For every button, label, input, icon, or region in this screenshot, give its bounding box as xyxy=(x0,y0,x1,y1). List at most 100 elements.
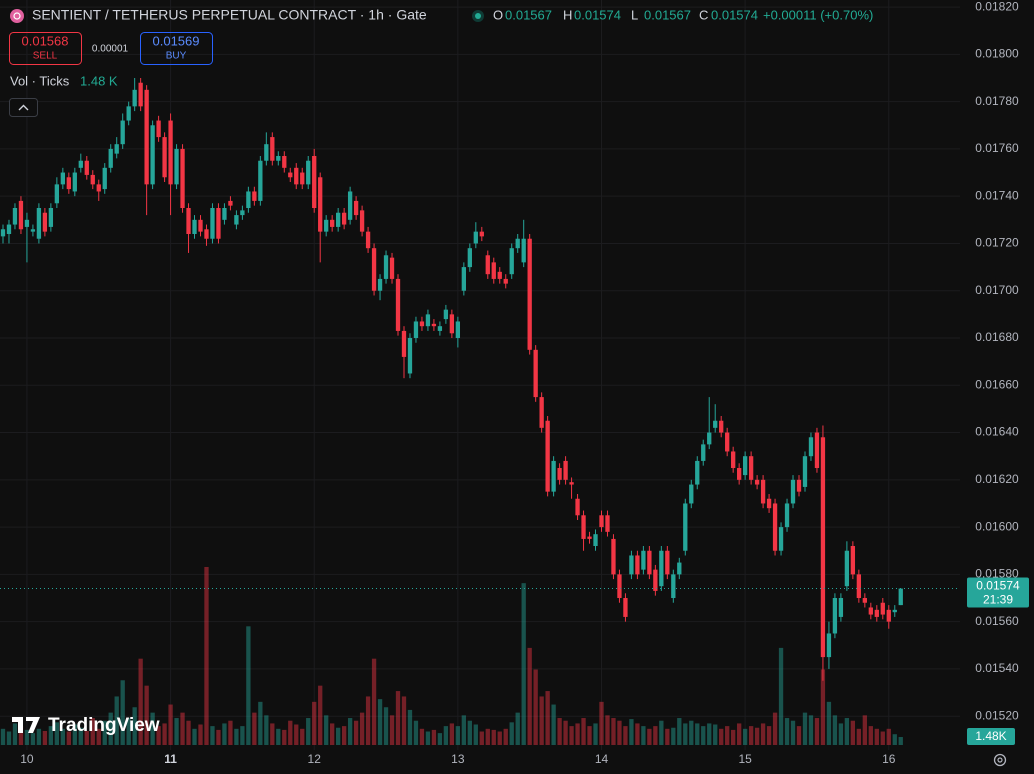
last-price-badge xyxy=(967,577,1029,608)
volume-bar xyxy=(377,699,383,745)
volume-bar xyxy=(491,729,496,745)
volume-bar xyxy=(826,701,832,745)
candle-body xyxy=(695,460,700,485)
volume-bar xyxy=(36,728,42,745)
volume-bar xyxy=(162,723,167,745)
x-tick-label: 14 xyxy=(595,752,609,766)
legend-key: O xyxy=(493,7,503,22)
volume-bar xyxy=(599,701,604,745)
overlay-layer: SENTIENT / TETHERUS PERPETUAL CONTRACT ·… xyxy=(0,7,1029,767)
candle-body xyxy=(731,451,736,469)
candle-body xyxy=(156,120,161,138)
volume-bar xyxy=(629,719,634,745)
candle-body xyxy=(264,144,269,161)
volume-bar xyxy=(419,728,425,745)
candle-body xyxy=(635,555,640,575)
candle-body xyxy=(168,120,173,185)
volume-bar xyxy=(0,728,6,745)
volume-bar xyxy=(144,685,149,745)
candle-body xyxy=(515,238,520,249)
volume-bar xyxy=(425,731,431,745)
volume-bar xyxy=(892,734,897,745)
symbol-icon xyxy=(10,9,24,23)
volume-bar xyxy=(132,707,137,745)
candle-body xyxy=(138,82,143,107)
volume-bar xyxy=(467,720,472,745)
candle-body xyxy=(784,503,790,528)
candle-body xyxy=(886,609,891,622)
y-tick-label: 0.01700 xyxy=(975,283,1019,297)
y-tick-label: 0.01760 xyxy=(975,141,1019,155)
candle-body xyxy=(18,200,24,230)
volume-bar xyxy=(473,724,478,745)
candle-body xyxy=(725,432,730,452)
settings-icon[interactable] xyxy=(993,753,1007,767)
volume-bar xyxy=(120,680,125,745)
y-tick-label: 0.01540 xyxy=(975,661,1019,675)
volume-bar xyxy=(443,726,449,745)
sell-price: 0.01568 xyxy=(22,33,69,48)
volume-bar xyxy=(808,715,814,745)
volume-bar xyxy=(318,685,323,745)
volume-bar xyxy=(306,718,311,745)
volume-bar xyxy=(725,726,730,745)
candle-body xyxy=(443,309,449,320)
candle-body xyxy=(485,255,490,275)
volume-bar xyxy=(48,726,54,745)
candle-body xyxy=(748,456,754,480)
candle-body xyxy=(856,574,862,599)
volume-bar xyxy=(42,730,48,745)
candle-body xyxy=(180,148,185,209)
volume-bar xyxy=(78,727,83,745)
collapse-button[interactable] xyxy=(9,98,38,117)
volume-bar xyxy=(210,726,215,745)
volume-legend-value: 1.48 K xyxy=(80,73,118,88)
candle-body xyxy=(60,172,65,185)
grid: 0.01520 0.01540 0.01560 0.01580 0.01600 0.016… xyxy=(0,0,1019,766)
volume-bar xyxy=(126,718,131,745)
settings-icon-center xyxy=(997,757,1003,763)
candle-body xyxy=(258,160,263,201)
candle-body xyxy=(0,229,6,237)
candle-body xyxy=(150,125,155,185)
candle-body xyxy=(629,555,634,575)
candle-body xyxy=(623,598,628,617)
volume-bar xyxy=(276,728,281,745)
volume-bar xyxy=(856,728,862,745)
candle-body xyxy=(802,456,808,487)
candle-body xyxy=(760,479,766,504)
candle-body xyxy=(772,503,778,551)
candle-body xyxy=(527,238,532,350)
volume-bar xyxy=(12,723,18,745)
sell-button[interactable] xyxy=(9,32,82,65)
candle-body xyxy=(371,248,377,291)
volume-bar xyxy=(874,728,879,745)
status-dot xyxy=(475,13,481,19)
candle-body xyxy=(647,550,652,575)
candle-body xyxy=(353,200,359,216)
candle-body xyxy=(701,444,706,461)
candle-body xyxy=(754,479,760,485)
volume-bar xyxy=(575,723,580,745)
volume-bar xyxy=(258,701,263,745)
candle-body xyxy=(892,609,897,613)
candle-body xyxy=(347,191,353,220)
volume-bar xyxy=(371,658,377,745)
candle-body xyxy=(365,231,371,249)
candle-body xyxy=(563,460,568,480)
y-tick-label: 0.01580 xyxy=(975,567,1019,581)
candle-body xyxy=(96,184,101,192)
volume-bar xyxy=(731,729,736,745)
candle-body xyxy=(455,321,461,339)
volume-bar xyxy=(407,709,413,745)
buy-button[interactable] xyxy=(140,32,213,65)
volume-bar xyxy=(234,728,239,745)
volume-title: Vol · Ticks xyxy=(10,73,70,88)
candle-body xyxy=(401,330,407,357)
volume-bar xyxy=(479,731,484,745)
watermark-logo xyxy=(12,717,40,733)
candle-body xyxy=(216,208,221,239)
watermark: TradingView xyxy=(48,715,160,736)
volume-bar xyxy=(868,726,873,745)
volume-bar xyxy=(204,566,209,745)
